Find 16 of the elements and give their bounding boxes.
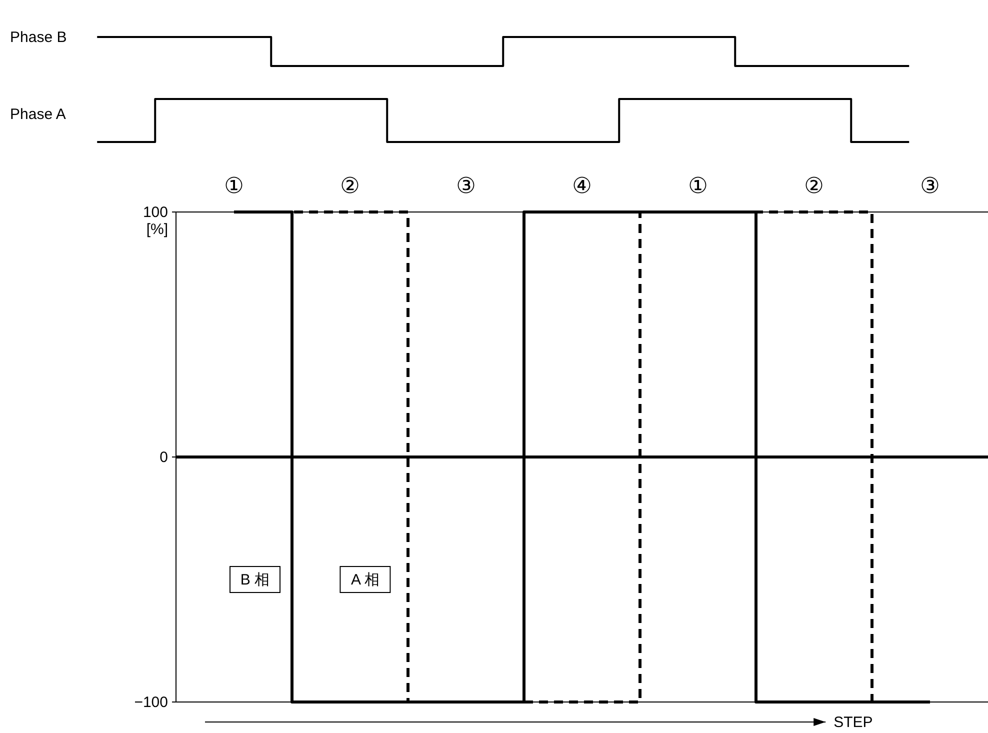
x-tick-label: ② (804, 174, 824, 199)
x-axis-title: STEP (834, 714, 873, 731)
y-axis-title: [%] (146, 221, 168, 238)
y-tick-label: 0 (160, 449, 168, 466)
series-label: B 相 (240, 572, 270, 588)
y-tick-label: 100 (142, 204, 168, 221)
text: Phase B (10, 29, 67, 46)
x-tick-label: ① (688, 174, 708, 199)
text: Phase A (10, 106, 66, 123)
series-label: A 相 (351, 572, 380, 588)
x-tick-label: ③ (920, 174, 940, 199)
x-tick-label: ④ (572, 174, 592, 199)
y-tick-label: −100 (134, 694, 168, 711)
x-tick-label: ① (224, 174, 244, 199)
x-tick-label: ② (340, 174, 360, 199)
x-tick-label: ③ (456, 174, 476, 199)
